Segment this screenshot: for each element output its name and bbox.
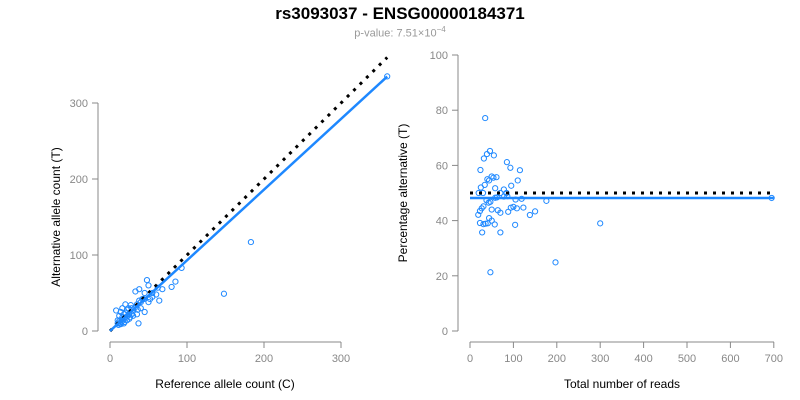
right-y-tick-label: 80	[436, 105, 448, 117]
left-y-tick-label: 300	[70, 98, 88, 110]
left-fit-line	[109, 75, 389, 332]
right-data-point	[497, 229, 504, 236]
left-x-axis-label: Reference allele count (C)	[155, 377, 294, 391]
left-data-point	[172, 278, 179, 285]
right-data-point	[485, 199, 492, 206]
right-data-point	[597, 220, 604, 227]
right-data-point	[490, 174, 497, 181]
right-data-point	[484, 220, 491, 227]
right-data-point	[510, 203, 517, 210]
right-data-point	[485, 177, 493, 184]
right-data-point	[513, 205, 520, 212]
left-data-point	[135, 320, 142, 327]
p-value-exponent: −4	[436, 25, 446, 34]
right-data-point	[486, 147, 494, 155]
right-data-point	[532, 208, 539, 215]
left-data-point	[141, 289, 148, 297]
left-data-point	[156, 297, 163, 304]
right-data-point	[484, 176, 491, 183]
right-y-tick-label: 60	[436, 160, 448, 172]
right-data-point	[482, 220, 489, 227]
left-y-tick-label: 0	[82, 326, 88, 338]
right-data-point	[514, 177, 521, 184]
right-x-tick-label: 300	[591, 353, 609, 365]
right-data-point	[487, 269, 494, 276]
right-x-tick-label: 700	[765, 353, 783, 365]
right-data-point	[480, 203, 487, 210]
left-data-point	[220, 290, 228, 297]
left-data-point	[119, 305, 126, 312]
right-data-point	[476, 219, 484, 227]
left-data-point	[154, 284, 161, 291]
right-data-point	[488, 206, 495, 213]
right-x-axis-label: Total number of reads	[564, 377, 680, 391]
right-data-point	[480, 155, 487, 162]
left-data-point	[168, 283, 175, 291]
right-x-tick-label: 100	[504, 353, 522, 365]
left-expected-line	[108, 56, 389, 333]
right-data-point	[507, 164, 514, 171]
left-y-axis-label: Alternative allele count (T)	[49, 147, 63, 286]
left-data-point	[120, 320, 127, 327]
right-x-tick-label: 600	[721, 353, 739, 365]
left-data-point	[384, 73, 391, 80]
right-data-point	[490, 152, 497, 159]
right-data-point	[520, 204, 527, 211]
left-data-point	[141, 308, 148, 316]
right-y-tick-label: 100	[430, 50, 448, 62]
right-data-point	[492, 185, 499, 192]
right-data-point	[494, 207, 501, 214]
left-data-point	[137, 305, 144, 312]
left-x-tick-label: 300	[332, 353, 350, 365]
right-x-tick-label: 0	[467, 353, 473, 365]
p-value: p-value: 7.51×10	[354, 27, 437, 40]
right-y-axis-label: Percentage alternative (T)	[396, 124, 410, 263]
right-data-point	[475, 211, 482, 218]
right-data-point	[508, 182, 515, 189]
left-data-point	[127, 302, 134, 309]
right-data-point	[507, 204, 514, 211]
right-data-point	[516, 167, 524, 174]
right-data-point	[479, 229, 486, 236]
left-x-tick-label: 0	[107, 353, 113, 365]
right-data-point	[500, 186, 507, 193]
right-x-tick-label: 200	[548, 353, 566, 365]
right-data-point	[503, 159, 510, 166]
left-x-tick-label: 100	[178, 353, 196, 365]
left-y-tick-label: 100	[70, 250, 88, 262]
right-data-point	[526, 211, 533, 219]
left-data-point	[247, 238, 255, 246]
right-data-point	[552, 259, 559, 266]
left-data-point	[145, 282, 152, 289]
right-x-tick-label: 500	[678, 353, 696, 365]
left-data-point	[145, 299, 152, 306]
right-y-tick-label: 20	[436, 271, 448, 283]
chart-subtitle: p-value: 7.51×10−4	[0, 25, 800, 40]
left-data-point	[131, 305, 138, 312]
right-data-point	[478, 205, 485, 212]
right-data-point	[493, 174, 500, 181]
right-y-tick-label: 0	[442, 326, 448, 338]
left-data-point	[146, 295, 154, 303]
right-data-point	[512, 221, 519, 228]
right-y-tick-label: 40	[436, 216, 448, 228]
left-data-point	[136, 286, 143, 293]
right-data-point	[481, 181, 488, 188]
right-x-tick-label: 400	[634, 353, 652, 365]
left-data-point	[143, 276, 151, 284]
right-data-point	[482, 114, 489, 122]
left-x-tick-label: 200	[255, 353, 273, 365]
chart-title: rs3093037 - ENSG00000184371	[275, 4, 525, 23]
right-data-point	[491, 221, 498, 228]
left-y-tick-label: 200	[70, 174, 88, 186]
right-data-point	[477, 166, 484, 174]
